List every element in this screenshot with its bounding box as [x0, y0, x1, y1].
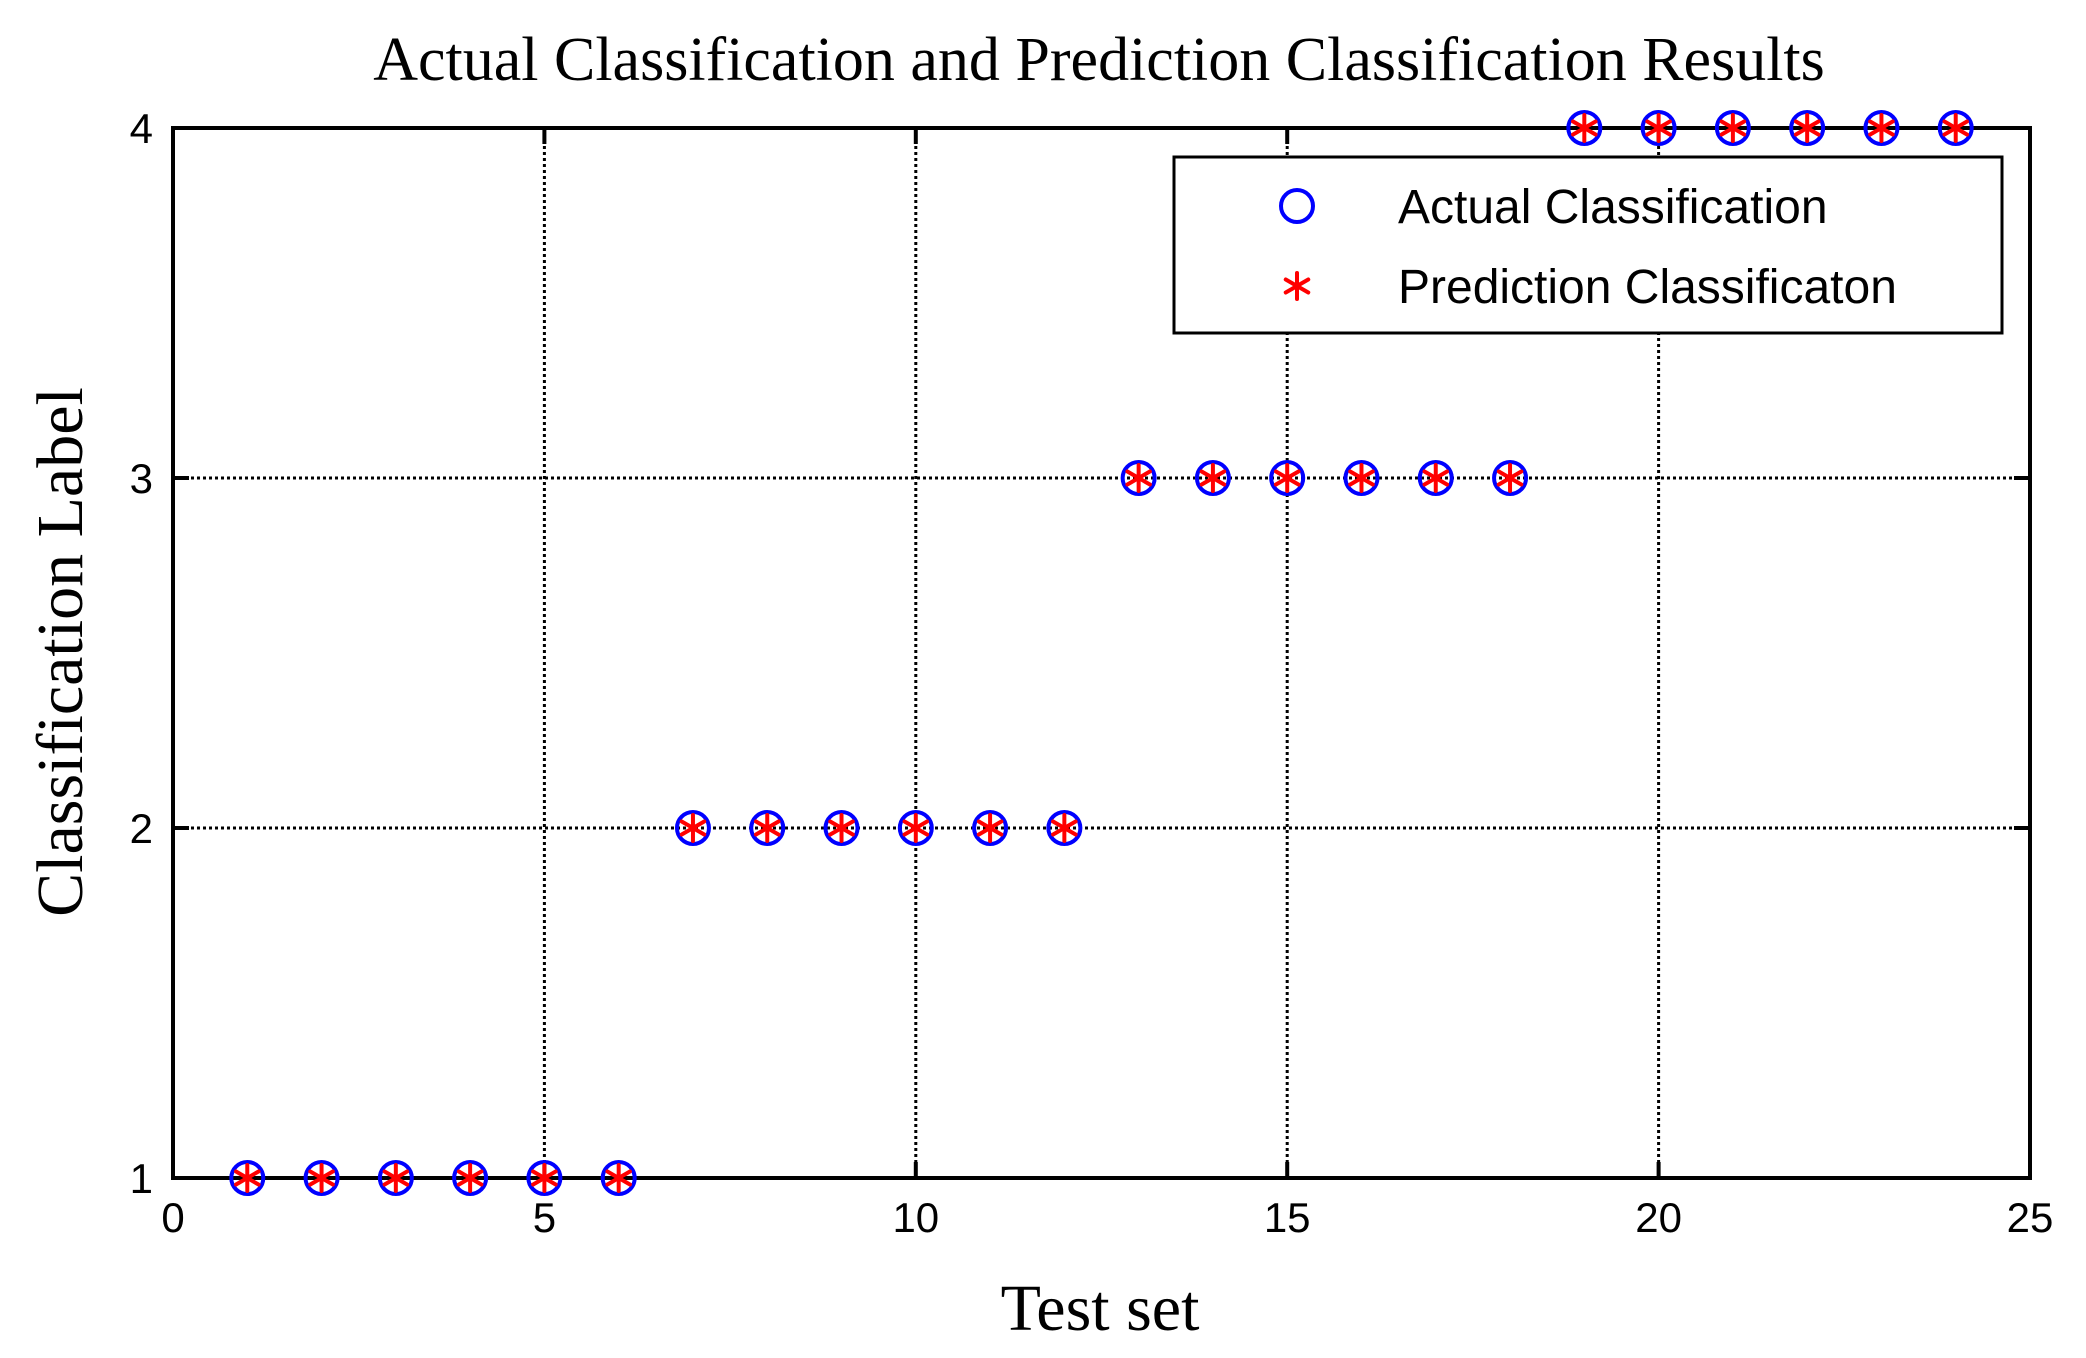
- legend-box: [1172, 155, 2004, 335]
- actual-point: [897, 810, 934, 846]
- legend-label: Prediction Classificaton: [1398, 261, 1897, 314]
- plot-frame: [171, 126, 2032, 1180]
- prediction-point: [1571, 113, 1598, 143]
- x-tick-label: 5: [533, 1194, 556, 1241]
- prediction-point: [1868, 113, 1895, 143]
- actual-point: [1492, 460, 1529, 496]
- prediction-point: [976, 813, 1004, 843]
- data-points: [229, 110, 1974, 1196]
- x-tick-label: 0: [161, 1194, 184, 1241]
- actual-point: [1269, 460, 1306, 496]
- prediction-point: [679, 813, 707, 843]
- actual-point: [1343, 460, 1380, 496]
- actual-point: [600, 1160, 637, 1196]
- actual-point: [749, 810, 786, 846]
- y-axis-label: Classification Label: [24, 387, 97, 917]
- actual-point: [1566, 110, 1603, 146]
- actual-point: [229, 1160, 266, 1196]
- actual-point: [1120, 460, 1157, 496]
- y-tick-label: 4: [130, 105, 153, 152]
- prediction-point: [753, 813, 781, 843]
- prediction-point: [1645, 113, 1672, 143]
- x-axis-label: Test set: [1001, 1272, 1200, 1345]
- x-tick-label: 25: [2007, 1194, 2054, 1241]
- prediction-point: [902, 813, 930, 843]
- chart-title: Actual Classification and Prediction Cla…: [373, 26, 1825, 94]
- actual-point: [1714, 110, 1751, 146]
- prediction-point: [1348, 463, 1375, 493]
- x-tick-label: 10: [892, 1194, 939, 1241]
- prediction-point: [1273, 463, 1301, 493]
- actual-point: [1417, 460, 1454, 496]
- actual-point: [1863, 110, 1900, 146]
- y-tick-label: 2: [130, 805, 153, 852]
- actual-point: [1640, 110, 1677, 146]
- actual-point: [674, 810, 711, 846]
- y-tick-label: 1: [130, 1155, 153, 1202]
- legend-circle-marker: [1279, 188, 1315, 224]
- prediction-point: [1496, 463, 1524, 493]
- prediction-point: [1719, 113, 1747, 143]
- prediction-point: [531, 1163, 558, 1193]
- prediction-point: [1793, 113, 1821, 143]
- actual-point: [377, 1160, 414, 1196]
- x-tick-label: 15: [1264, 1194, 1311, 1241]
- y-tick-label: 3: [130, 455, 153, 502]
- prediction-point: [456, 1163, 484, 1193]
- prediction-point: [308, 1163, 335, 1193]
- actual-point: [823, 810, 860, 846]
- actual-point: [1194, 460, 1231, 496]
- actual-point: [303, 1160, 340, 1196]
- x-tick-label: 20: [1635, 1194, 1682, 1241]
- prediction-point: [1422, 463, 1450, 493]
- prediction-point: [1125, 463, 1152, 493]
- prediction-point: [1199, 463, 1227, 493]
- legend-asterisk-marker: [1283, 271, 1311, 301]
- actual-point: [1789, 110, 1826, 146]
- prediction-point: [1942, 113, 1969, 143]
- prediction-point: [234, 1163, 261, 1193]
- actual-point: [972, 810, 1009, 846]
- actual-point: [452, 1160, 489, 1196]
- actual-point: [526, 1160, 563, 1196]
- legend: Actual Classification Prediction Classifi…: [1172, 155, 2004, 335]
- legend-label: Actual Classification: [1398, 181, 1828, 234]
- prediction-point: [828, 813, 855, 843]
- actual-point: [1046, 810, 1083, 846]
- actual-point: [1937, 110, 1974, 146]
- prediction-point: [382, 1163, 410, 1193]
- prediction-point: [605, 1163, 632, 1193]
- prediction-point: [1051, 813, 1078, 843]
